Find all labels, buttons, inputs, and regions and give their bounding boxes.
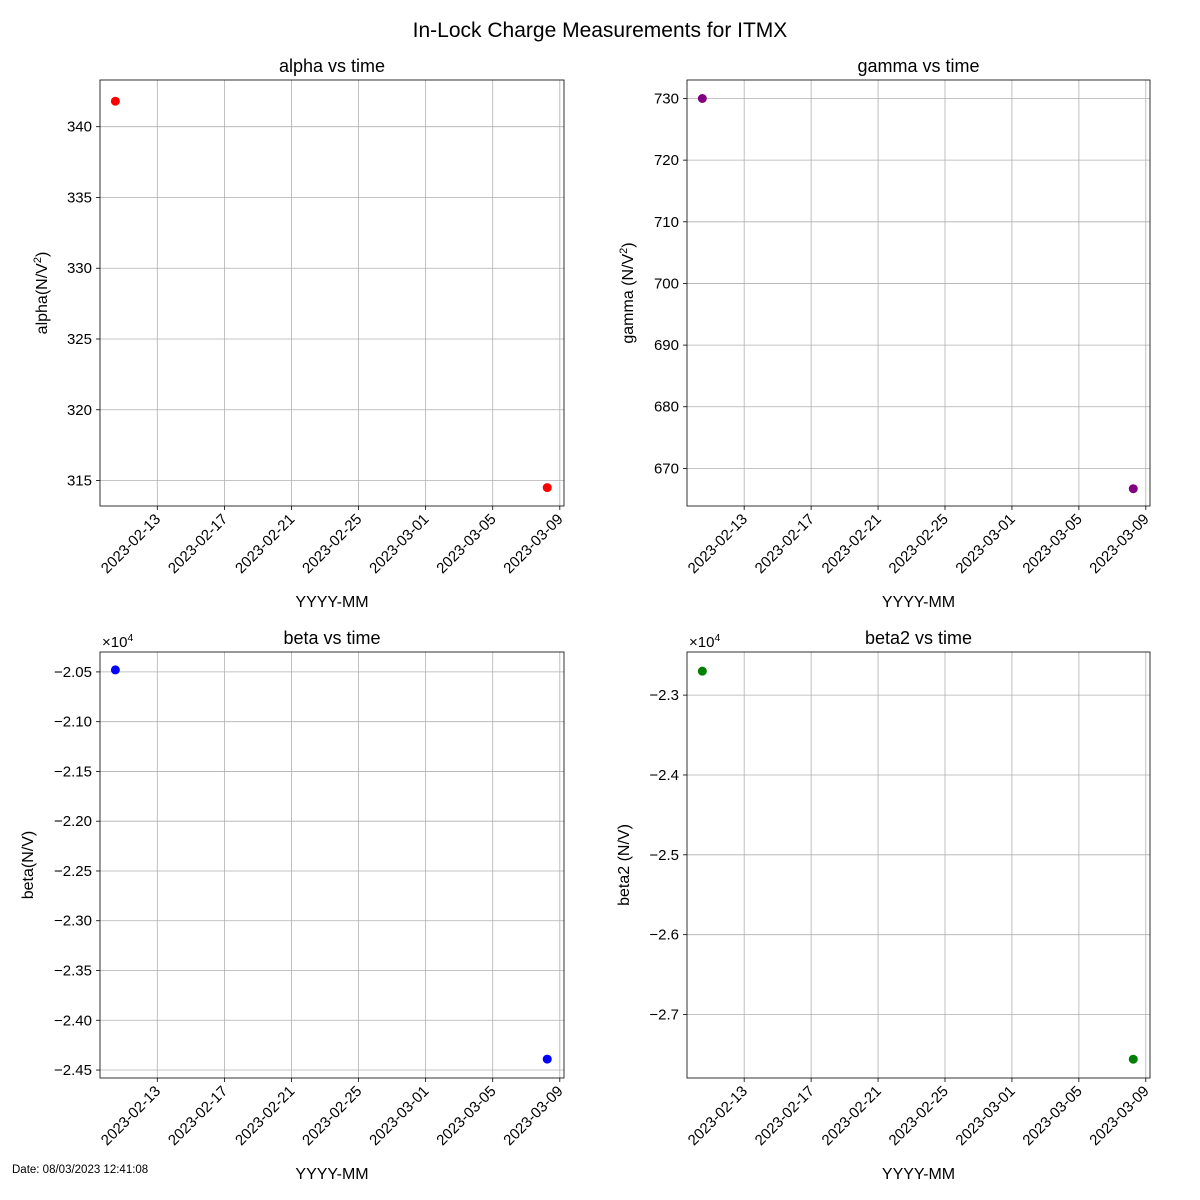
beta-y-tick-label: −2.20 <box>54 813 92 830</box>
timestamp-footer: Date: 08/03/2023 12:41:08 <box>12 1164 149 1176</box>
alpha-y-tick-label: 330 <box>67 260 92 277</box>
alpha-x-tick-label: 2023-03-05 <box>433 511 499 577</box>
gamma-y-tick-label: 700 <box>654 275 679 292</box>
gamma-y-tick-label: 720 <box>654 152 679 169</box>
beta-x-tick-label: 2023-03-05 <box>433 1083 499 1149</box>
gamma-chart: 2023-02-13 2023-02-17 2023-02-21 2023-02-25… <box>618 56 1153 611</box>
beta2-y-label: beta2 (N/V) <box>616 824 633 906</box>
gamma-x-tick-label: 2023-02-17 <box>752 511 818 577</box>
gamma-x-tick-label: 2023-02-25 <box>886 511 952 577</box>
gamma-title: gamma vs time <box>857 56 979 76</box>
beta-y-tick-label: −2.45 <box>54 1062 92 1079</box>
gamma-x-tick-label: 2023-03-05 <box>1019 511 1085 577</box>
gamma-axes-frame <box>686 79 1151 507</box>
alpha-y-tick-label: 320 <box>67 402 92 419</box>
alpha-chart: 2023-02-13 2023-02-17 2023-02-21 2023-02-25… <box>32 56 567 611</box>
alpha-x-tick-label: 2023-02-17 <box>165 511 231 577</box>
gamma-x-tick-label: 2023-02-13 <box>685 511 751 577</box>
beta-chart: 2023-02-13 2023-02-17 2023-02-21 2023-02-25… <box>20 628 567 1183</box>
beta-y-tick-label: −2.10 <box>54 714 92 731</box>
alpha-axes-frame <box>99 79 565 507</box>
alpha-x-tick-label: 2023-02-13 <box>98 511 164 577</box>
beta2-y-tick-label: −2.6 <box>649 927 679 944</box>
alpha-y-tick-label: 340 <box>67 119 92 136</box>
beta2-x-tick-label: 2023-02-17 <box>752 1083 818 1149</box>
beta-x-tick-label: 2023-03-09 <box>500 1083 566 1149</box>
alpha-x-tick-label: 2023-02-21 <box>232 511 298 577</box>
alpha-y-tick-label: 315 <box>67 473 92 490</box>
beta-y-label: beta(N/V) <box>20 831 37 899</box>
gamma-y-label: gamma (N/V2) <box>618 242 637 343</box>
gamma-y-tick-label: 710 <box>654 214 679 231</box>
gamma-x-label: YYYY-MM <box>882 594 955 611</box>
alpha-x-tick-label: 2023-03-09 <box>500 511 566 577</box>
alpha-title: alpha vs time <box>279 56 385 76</box>
beta-axes-frame <box>99 651 565 1079</box>
beta2-title: beta2 vs time <box>865 628 972 648</box>
alpha-y-tick-label: 325 <box>67 331 92 348</box>
beta-y-tick-label: −2.40 <box>54 1012 92 1029</box>
beta-y-tick-label: −2.35 <box>54 963 92 980</box>
beta-title: beta vs time <box>283 628 380 648</box>
alpha-x-label: YYYY-MM <box>295 594 368 611</box>
beta2-chart: 2023-02-13 2023-02-17 2023-02-21 2023-02-25… <box>616 628 1153 1183</box>
beta2-offset-text: ×104 <box>689 632 720 651</box>
beta2-axes-frame <box>686 651 1151 1079</box>
alpha-y-tick-label: 335 <box>67 189 92 206</box>
alpha-data-point <box>110 96 120 106</box>
gamma-x-tick-label: 2023-03-01 <box>952 511 1018 577</box>
beta2-data-point <box>1128 1054 1138 1064</box>
gamma-data-point <box>697 93 707 103</box>
beta2-data-point <box>697 666 707 676</box>
gamma-data-point <box>1128 484 1138 494</box>
alpha-data-point <box>542 483 552 493</box>
beta2-y-tick-label: −2.7 <box>649 1007 679 1024</box>
figure-title: In-Lock Charge Measurements for ITMX <box>412 19 788 42</box>
beta-x-label: YYYY-MM <box>295 1166 368 1183</box>
beta-x-tick-label: 2023-02-13 <box>98 1083 164 1149</box>
alpha-x-tick-label: 2023-02-25 <box>299 511 365 577</box>
gamma-y-tick-label: 730 <box>654 90 679 107</box>
beta-data-point <box>110 665 120 675</box>
beta2-x-tick-label: 2023-02-21 <box>819 1083 885 1149</box>
alpha-x-tick-label: 2023-03-01 <box>366 511 432 577</box>
beta2-y-tick-label: −2.3 <box>649 687 679 704</box>
beta-x-tick-label: 2023-02-21 <box>232 1083 298 1149</box>
beta2-x-tick-label: 2023-03-01 <box>952 1083 1018 1149</box>
beta-y-tick-label: −2.25 <box>54 863 92 880</box>
gamma-y-tick-label: 690 <box>654 337 679 354</box>
gamma-x-tick-label: 2023-02-21 <box>819 511 885 577</box>
beta2-x-tick-label: 2023-02-25 <box>886 1083 952 1149</box>
beta2-x-tick-label: 2023-03-09 <box>1086 1083 1152 1149</box>
beta2-y-tick-label: −2.5 <box>649 847 679 864</box>
gamma-y-tick-label: 680 <box>654 399 679 416</box>
beta-y-tick-label: −2.30 <box>54 913 92 930</box>
beta-offset-text: ×104 <box>102 632 133 651</box>
beta-y-tick-label: −2.05 <box>54 664 92 681</box>
beta-y-tick-label: −2.15 <box>54 763 92 780</box>
alpha-y-label: alpha(N/V2) <box>32 252 51 335</box>
gamma-y-tick-label: 670 <box>654 460 679 477</box>
beta-x-tick-label: 2023-02-17 <box>165 1083 231 1149</box>
beta2-x-tick-label: 2023-03-05 <box>1019 1083 1085 1149</box>
beta-x-tick-label: 2023-02-25 <box>299 1083 365 1149</box>
gamma-x-tick-label: 2023-03-09 <box>1086 511 1152 577</box>
beta2-x-label: YYYY-MM <box>882 1166 955 1183</box>
beta2-x-tick-label: 2023-02-13 <box>685 1083 751 1149</box>
beta-data-point <box>542 1054 552 1064</box>
beta2-y-tick-label: −2.4 <box>649 767 679 784</box>
beta-x-tick-label: 2023-03-01 <box>366 1083 432 1149</box>
